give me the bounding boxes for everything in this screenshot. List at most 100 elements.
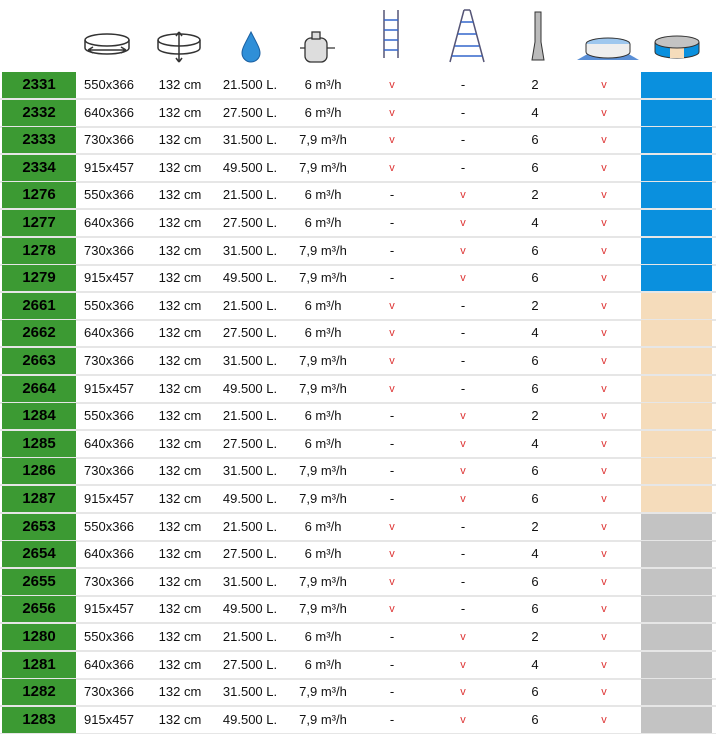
volume-cell: 21.500 L. — [222, 77, 278, 92]
count-cell: 6 — [531, 711, 539, 727]
flow-cell: 6 m³/h — [304, 546, 342, 562]
color-swatch — [641, 541, 712, 568]
cover-cell: v — [601, 631, 607, 643]
table-row: 2656 915x457 132 cm 49.500 L. 7,9 m³/h v - 6 v — [0, 596, 716, 625]
table-row: 2332 640x366 132 cm 27.500 L. 6 m³/h v - 4 v — [0, 99, 716, 128]
a-frame-ladder-cell: v — [460, 244, 466, 257]
height-cell: 132 cm — [158, 215, 202, 230]
ladder-cell: - — [389, 435, 395, 451]
count-cell: 6 — [531, 601, 539, 617]
cover-cell: v — [601, 299, 607, 312]
cover-cell: v — [601, 713, 607, 726]
cover-cell: v — [601, 134, 607, 147]
code-cell: 1277 — [2, 210, 76, 236]
size-cell: 640x366 — [84, 546, 134, 562]
ladder-cell: - — [389, 215, 395, 230]
volume-cell: 31.500 L. — [222, 573, 278, 589]
height-cell: 132 cm — [158, 463, 202, 479]
a-frame-ladder-cell: v — [460, 658, 466, 671]
code-cell: 2662 — [2, 320, 76, 347]
count-cell: 6 — [531, 463, 539, 479]
table-row: 2664 915x457 132 cm 49.500 L. 7,9 m³/h v - 6 v — [0, 375, 716, 404]
table-row: 1280 550x366 132 cm 21.500 L. 6 m³/h - v 2 v — [0, 624, 716, 652]
a-frame-ladder-icon — [449, 9, 485, 63]
code-cell: 2664 — [2, 375, 76, 402]
flow-cell: 6 m³/h — [304, 325, 342, 341]
a-frame-ladder-cell: - — [460, 132, 466, 148]
height-cell: 132 cm — [158, 518, 202, 534]
table-row: 1277 640x366 132 cm 27.500 L. 6 m³/h - v 4 v — [0, 210, 716, 238]
table-row: 1279 915x457 132 cm 49.500 L. 7,9 m³/h - v 6 v — [0, 265, 716, 294]
ladder-cell: - — [389, 408, 395, 424]
flow-cell: 6 m³/h — [304, 297, 342, 313]
count-cell: 6 — [531, 491, 539, 506]
table-row: 1276 550x366 132 cm 21.500 L. 6 m³/h - v 2 v — [0, 182, 716, 211]
flow-cell: 6 m³/h — [304, 629, 342, 644]
height-icon — [157, 31, 201, 63]
flow-cell: 6 m³/h — [304, 187, 342, 203]
count-cell: 6 — [531, 242, 539, 258]
size-cell: 640x366 — [84, 435, 134, 451]
size-cell: 730x366 — [84, 242, 134, 258]
flow-cell: 7,9 m³/h — [299, 380, 347, 396]
height-cell: 132 cm — [158, 297, 202, 313]
flow-cell: 7,9 m³/h — [299, 573, 347, 589]
ladder-cell: - — [389, 491, 395, 506]
volume-cell: 49.500 L. — [222, 711, 278, 727]
size-cell: 915x457 — [84, 491, 134, 506]
count-cell: 4 — [531, 546, 539, 562]
color-swatch — [641, 320, 712, 347]
code-cell: 2331 — [2, 72, 76, 98]
count-cell: 4 — [531, 656, 539, 672]
flow-cell: 7,9 m³/h — [299, 601, 347, 617]
ladder-cell: - — [389, 684, 395, 700]
ladder-cell: v — [389, 79, 395, 91]
count-cell: 6 — [531, 573, 539, 589]
color-swatch — [641, 513, 712, 540]
cover-cell: v — [601, 658, 607, 671]
volume-cell: 27.500 L. — [222, 215, 278, 230]
code-cell: 1282 — [2, 679, 76, 706]
ladder-cell: v — [389, 382, 395, 395]
volume-cell: 27.500 L. — [222, 435, 278, 451]
a-frame-ladder-cell: - — [460, 353, 466, 368]
height-cell: 132 cm — [158, 159, 202, 175]
size-cell: 550x366 — [84, 408, 134, 424]
height-cell: 132 cm — [158, 380, 202, 396]
wall-color-icon — [654, 35, 700, 59]
a-frame-ladder-cell: - — [460, 546, 466, 562]
cover-cell: v — [601, 244, 607, 257]
ladder-cell: - — [389, 270, 395, 286]
cover-cell: v — [601, 437, 607, 450]
height-cell: 132 cm — [158, 601, 202, 617]
cover-cell: v — [601, 465, 607, 478]
volume-cell: 31.500 L. — [222, 684, 278, 700]
volume-cell: 49.500 L. — [222, 159, 278, 175]
flow-cell: 6 m³/h — [304, 215, 342, 230]
color-swatch — [641, 210, 712, 236]
filter-icon — [300, 31, 335, 63]
cover-cell: v — [601, 548, 607, 561]
color-swatch — [641, 430, 712, 457]
table-row: 1283 915x457 132 cm 49.500 L. 7,9 m³/h - v 6 v — [0, 706, 716, 734]
height-cell: 132 cm — [158, 187, 202, 203]
a-frame-ladder-cell: - — [460, 601, 466, 617]
height-cell: 132 cm — [158, 132, 202, 148]
table-row: 2653 550x366 132 cm 21.500 L. 6 m³/h v - 2 v — [0, 513, 716, 542]
table-row: 2331 550x366 132 cm 21.500 L. 6 m³/h v - 2 v — [0, 72, 716, 100]
ladder-cell: - — [389, 711, 395, 727]
volume-cell: 49.500 L. — [222, 380, 278, 396]
code-cell: 2334 — [2, 154, 76, 181]
height-cell: 132 cm — [158, 408, 202, 424]
ladder-cell: v — [389, 355, 395, 367]
size-cell: 730x366 — [84, 684, 134, 700]
cover-cell: v — [601, 686, 607, 699]
ladder-cell: v — [389, 161, 395, 174]
color-swatch — [641, 237, 712, 264]
size-cell: 550x366 — [84, 187, 134, 203]
code-cell: 2653 — [2, 513, 76, 540]
height-cell: 132 cm — [158, 629, 202, 644]
height-cell: 132 cm — [158, 711, 202, 727]
size-cell: 730x366 — [84, 353, 134, 368]
